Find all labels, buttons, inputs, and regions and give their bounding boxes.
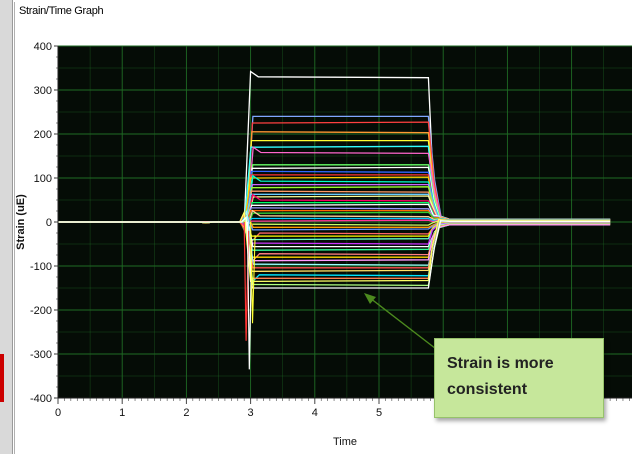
x-tick-label: 2: [183, 407, 189, 419]
y-tick-label: -400: [30, 393, 52, 405]
y-tick-label: -200: [30, 305, 52, 317]
annotation-arrowhead: [364, 293, 376, 304]
y-tick-label: 0: [46, 217, 52, 229]
y-tick-label: -300: [30, 349, 52, 361]
x-tick-label: 0: [55, 407, 61, 419]
y-axis-title: Strain (uE): [15, 194, 27, 250]
y-tick-label: 300: [34, 85, 52, 97]
y-tick-label: -100: [30, 261, 52, 273]
panel-title: Strain/Time Graph: [19, 5, 104, 17]
x-tick-label: 3: [248, 407, 254, 419]
annotation-arrow: [369, 297, 441, 353]
x-tick-label: 4: [312, 407, 318, 419]
transient-spike: [250, 221, 256, 324]
annotation-callout: Strain is more consistent: [434, 338, 604, 418]
red-marker: [0, 354, 4, 402]
y-tick-label: 100: [34, 173, 52, 185]
x-axis-title: Time: [333, 436, 357, 448]
x-tick-label: 5: [376, 407, 382, 419]
x-tick-label: 1: [119, 407, 125, 419]
transient-spike: [246, 221, 253, 370]
y-tick-label: 400: [34, 41, 52, 53]
left-window-edge: [0, 0, 13, 454]
callout-text: Strain is more consistent: [447, 355, 554, 398]
y-tick-label: 200: [34, 129, 52, 141]
